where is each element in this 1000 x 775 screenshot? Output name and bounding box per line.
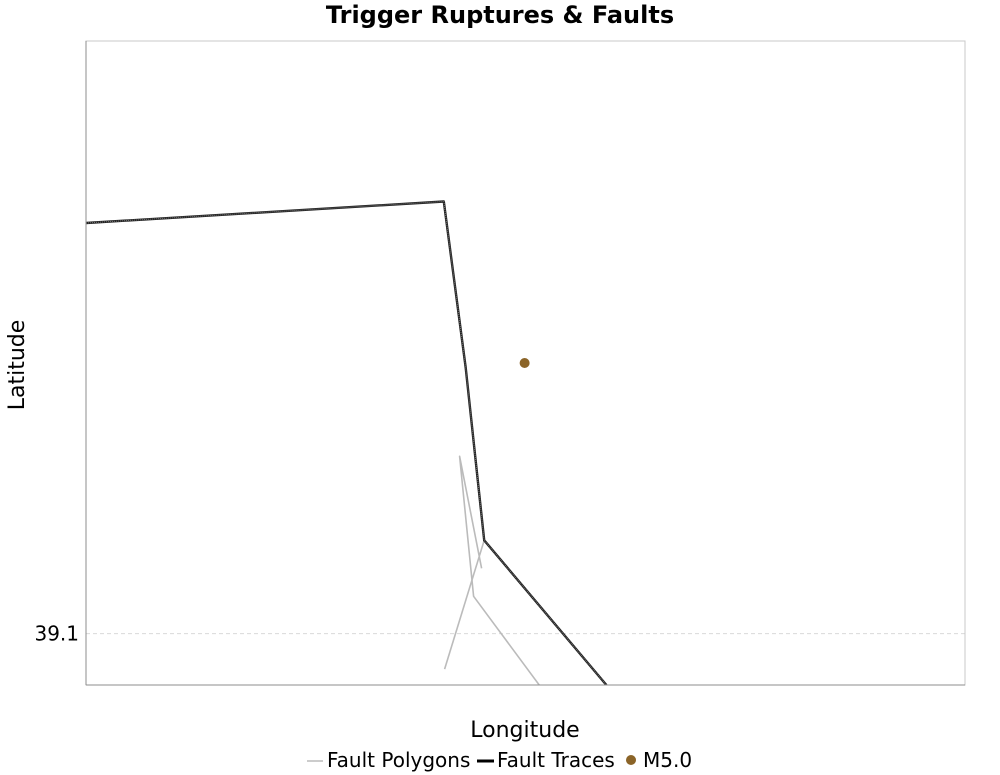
legend-label-fault-traces: Fault Traces: [497, 748, 615, 772]
plot-data: [86, 200, 608, 685]
rupture-point-m50: [519, 358, 530, 368]
y-ticks: 39.1: [34, 622, 79, 646]
y-axis-label: Latitude: [5, 320, 30, 411]
legend-label-m50: M5.0: [643, 748, 692, 772]
fault-trace-texture: [86, 200, 607, 685]
fault-trace-line: [86, 200, 608, 685]
y-tick-label: 39.1: [34, 622, 79, 646]
legend-label-fault-polygons: Fault Polygons: [327, 748, 470, 772]
fault-polygon-line: [443, 540, 485, 670]
legend-swatch-m50: [626, 755, 636, 765]
x-axis-label: Longitude: [470, 718, 579, 743]
fault-polygon-line: [458, 455, 541, 685]
legend: Fault Polygons Fault Traces M5.0: [307, 748, 692, 772]
chart-title: Trigger Ruptures & Faults: [326, 1, 674, 29]
